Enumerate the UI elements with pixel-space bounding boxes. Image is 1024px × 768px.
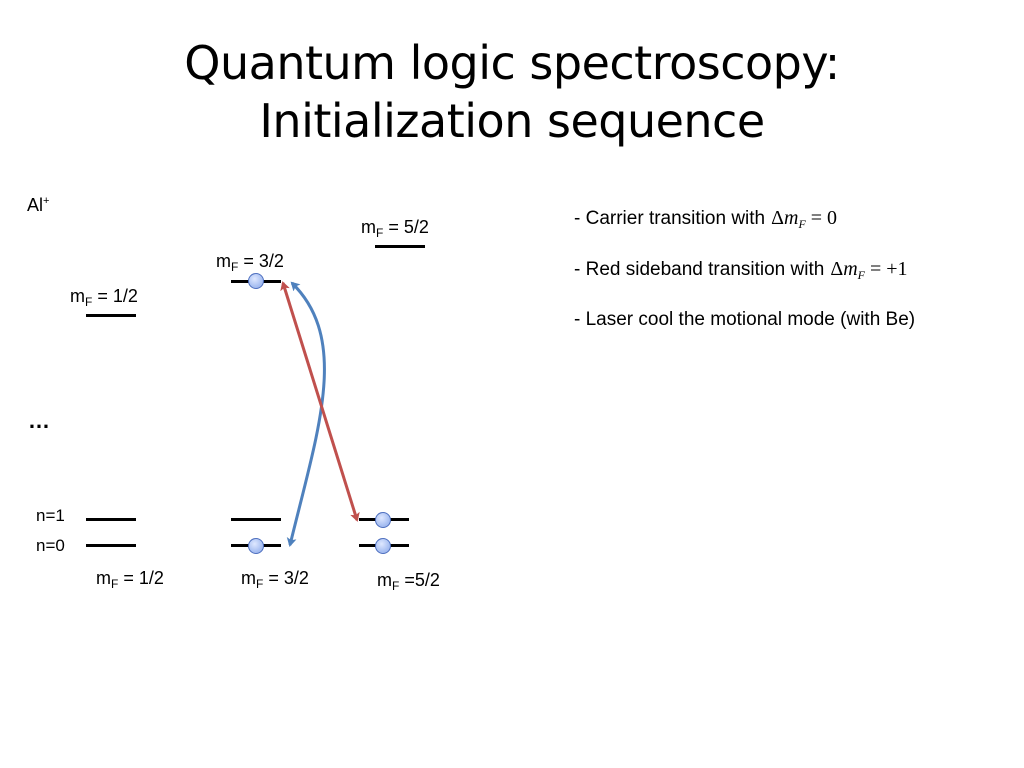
species-label: Al+: [27, 191, 49, 215]
bullet-carrier: - Carrier transition with ΔmF = 0: [574, 207, 838, 231]
ellipsis: …: [28, 408, 51, 433]
upper-label-mf-5-2: mF = 5/2: [361, 217, 429, 240]
ground-level-mf-3-2-n1: [231, 518, 281, 521]
population-dot-mf-5-2-n1: [375, 512, 391, 528]
lower-label-mf-5-2: mF =5/2: [377, 570, 440, 593]
population-dot-mf-5-2-n0: [375, 538, 391, 554]
species-base: Al: [27, 195, 44, 215]
bullet-red-sideband: - Red sideband transition with ΔmF = +1: [574, 258, 908, 282]
label-n0: n=0: [36, 536, 65, 555]
upper-level-mf-5-2: [375, 245, 425, 248]
population-dot-upper-mf-3-2: [248, 273, 264, 289]
label-n1: n=1: [36, 506, 65, 525]
population-dot-mf-3-2-n0: [248, 538, 264, 554]
carrier-formula: ΔmF = 0: [771, 207, 838, 231]
upper-level-mf-1-2: [86, 314, 136, 317]
red-sideband-arrow: [280, 281, 360, 522]
ground-level-mf-1-2-n0: [86, 544, 136, 547]
title-line-1: Quantum logic spectroscopy:: [184, 36, 840, 90]
red-sideband-formula: ΔmF = +1: [830, 258, 908, 282]
ground-level-mf-1-2-n1: [86, 518, 136, 521]
slide-title: Quantum logic spectroscopy: Initializati…: [0, 34, 1024, 150]
lower-label-mf-3-2: mF = 3/2: [241, 568, 309, 591]
bullet-laser-cool: - Laser cool the motional mode (with Be): [574, 309, 916, 330]
lower-label-mf-1-2: mF = 1/2: [96, 568, 164, 591]
upper-label-mf-3-2: mF = 3/2: [216, 251, 284, 274]
upper-label-mf-1-2: mF = 1/2: [70, 286, 138, 309]
title-line-2: Initialization sequence: [259, 94, 765, 148]
species-charge: +: [43, 195, 50, 207]
